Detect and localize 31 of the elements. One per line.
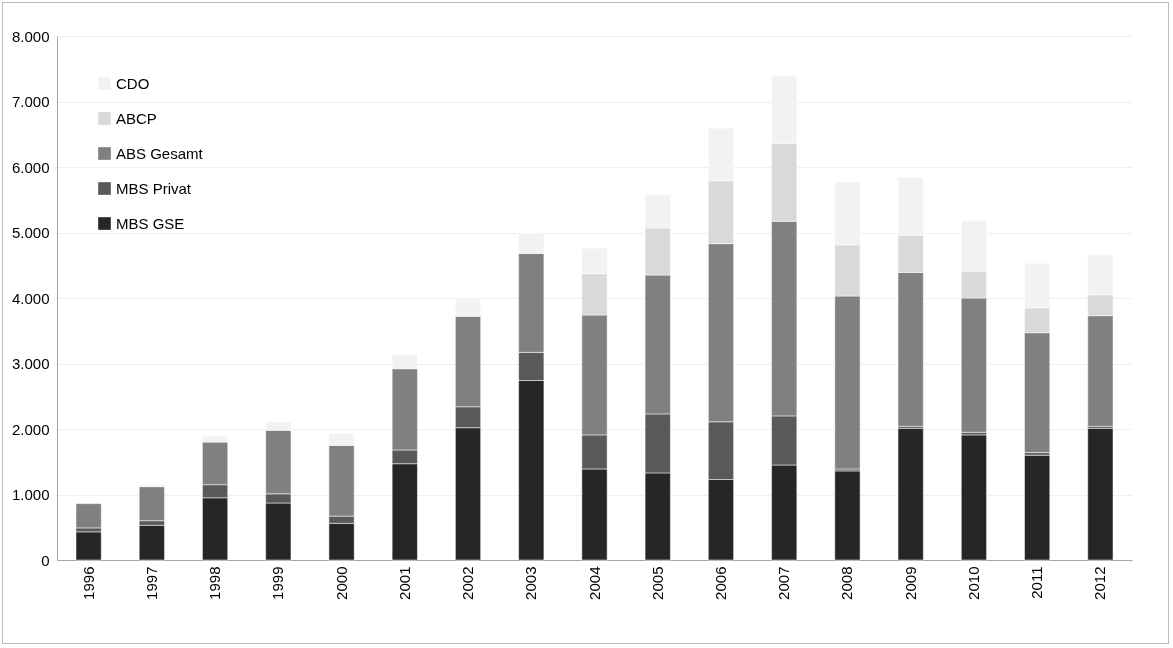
legend-label: MBS GSE [116, 214, 185, 232]
x-tick-label: 2004 [585, 566, 603, 600]
y-tick-label: 8.000 [11, 27, 50, 45]
x-tick-label: 2006 [711, 566, 729, 600]
y-tick-label: 3.000 [11, 355, 50, 372]
x-tick-label: 2000 [332, 566, 350, 600]
legend-label: CDO [116, 74, 150, 92]
x-tick-label: 2012 [1091, 566, 1109, 600]
x-tick-label: 1996 [79, 566, 97, 600]
y-tick-label: 2.000 [11, 420, 50, 438]
x-tick-label: 2007 [775, 566, 793, 600]
legend-label: ABCP [116, 109, 157, 127]
x-tick-label: 2001 [395, 566, 413, 600]
legend-label: ABS Gesamt [116, 144, 204, 162]
x-tick-label: 2011 [1028, 566, 1046, 599]
x-tick-label: 2002 [459, 566, 477, 600]
x-tick-label: 2008 [838, 566, 856, 600]
y-tick-label: 7.000 [11, 93, 50, 110]
legend-label: MBS Privat [116, 179, 192, 197]
x-tick-label: 1997 [142, 566, 160, 600]
x-tick-label: 1999 [269, 566, 287, 600]
y-tick-label: 4.000 [11, 289, 50, 307]
x-tick-label: 2010 [964, 566, 982, 600]
y-tick-label: 6.000 [11, 158, 50, 176]
x-tick-label: 2005 [648, 566, 666, 600]
y-tick-label: 1.000 [11, 486, 50, 503]
x-tick-label: 2003 [522, 566, 540, 600]
x-tick-label: 1998 [206, 566, 224, 600]
x-tick-label: 2009 [901, 566, 919, 600]
y-tick-label: 0 [41, 551, 50, 569]
y-tick-label: 5.000 [11, 224, 50, 241]
